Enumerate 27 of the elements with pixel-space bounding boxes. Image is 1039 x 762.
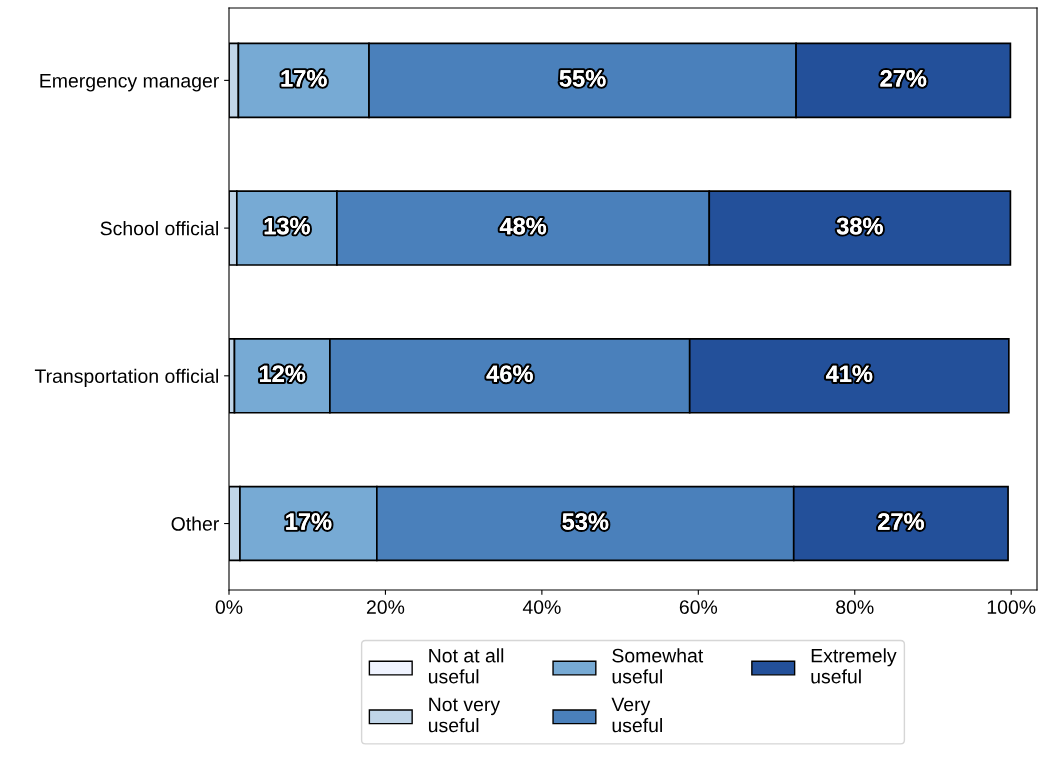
x-tick-label: 20% — [366, 600, 405, 614]
data-label: 27% — [880, 70, 927, 87]
data-label: 46% — [486, 365, 533, 383]
x-tick-label: 80% — [836, 600, 874, 614]
data-label: 48% — [499, 217, 547, 235]
legend-label: Not at all useful — [428, 648, 504, 684]
data-label: 27% — [878, 513, 924, 530]
x-tick-label: 60% — [679, 600, 718, 614]
legend-label: Extremely useful — [811, 648, 897, 684]
data-label: 12% — [260, 365, 306, 383]
data-label: 17% — [286, 513, 332, 530]
x-tick-label: 0% — [215, 600, 243, 614]
data-label: 17% — [281, 70, 327, 87]
legend-label: Somewhat useful — [612, 648, 704, 684]
data-label: 41% — [826, 365, 873, 383]
legend-label: Not very useful — [428, 697, 501, 733]
data-label: 38% — [836, 217, 883, 235]
y-tick-label: Emergency manager — [40, 74, 219, 92]
y-tick-label: School official — [100, 221, 218, 236]
legend-label: Very useful — [611, 697, 662, 733]
x-tick-label: 40% — [522, 600, 561, 614]
data-label: 53% — [562, 513, 609, 530]
y-tick-label: Transportation official — [34, 368, 218, 387]
x-tick-label: 100% — [987, 600, 1036, 614]
data-label: 55% — [559, 70, 606, 87]
y-tick-label: Other — [171, 516, 219, 531]
data-label: 13% — [264, 217, 310, 235]
